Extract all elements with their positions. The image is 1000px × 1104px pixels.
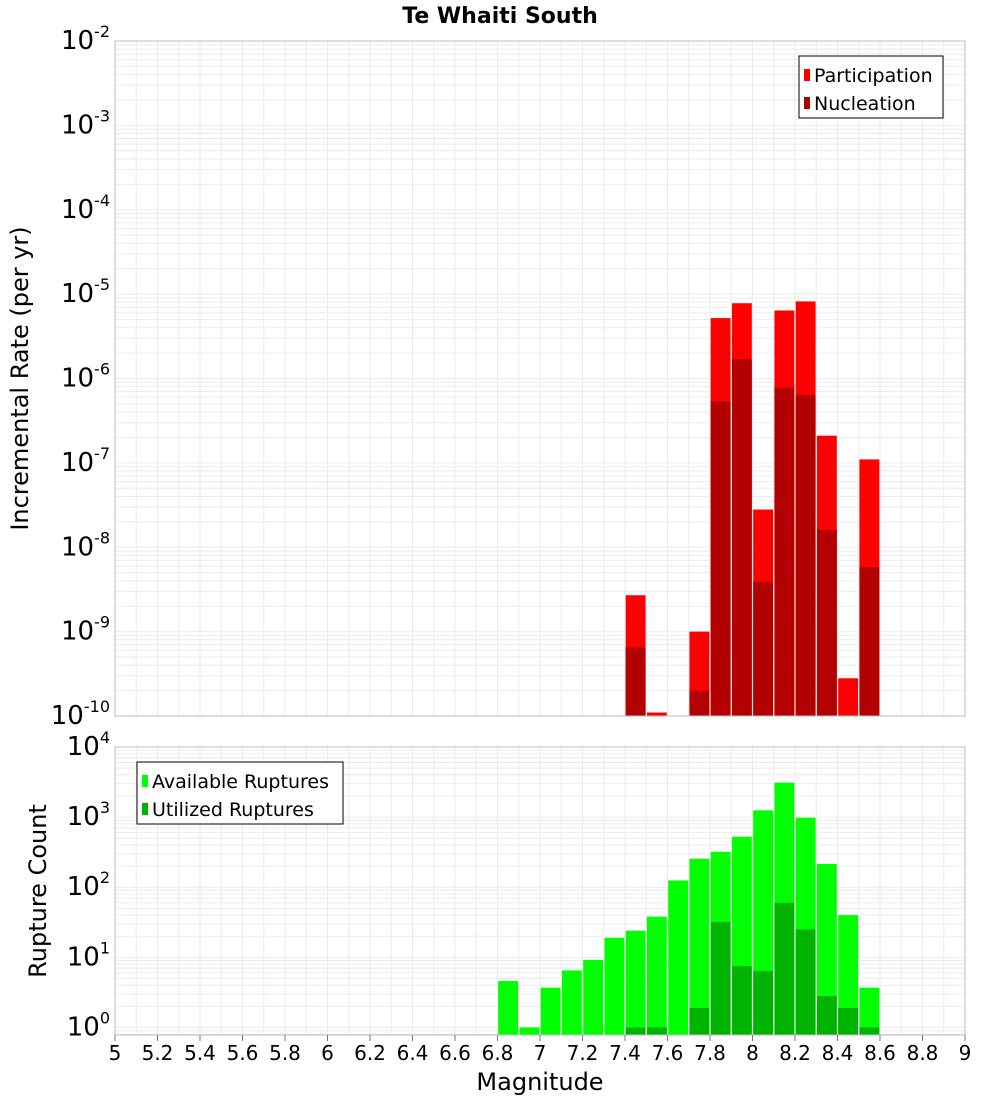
bottom-y-axis-label: Rupture Count — [24, 804, 52, 978]
y-tick-label: 10-4 — [61, 191, 110, 225]
top-bar — [710, 401, 731, 716]
top-bar — [731, 359, 752, 716]
legend-entry: Available Ruptures — [152, 771, 329, 793]
bottom-bar — [816, 863, 837, 1035]
top-bar — [689, 690, 710, 716]
x-tick-label: 5.4 — [184, 1041, 216, 1065]
bottom-y-ticks: 100 101 102 103 104 — [67, 728, 110, 1042]
top-bar — [753, 581, 774, 716]
bottom-bar — [625, 1027, 646, 1035]
legend-entry: Utilized Ruptures — [152, 799, 314, 821]
legend-swatch — [142, 803, 148, 815]
top-bar — [774, 387, 795, 716]
top-bar — [816, 530, 837, 716]
bottom-bar — [731, 966, 752, 1035]
x-tick-label: 7.4 — [609, 1041, 641, 1065]
bottom-bar — [795, 929, 816, 1035]
bottom-bar — [519, 1027, 540, 1035]
y-tick-label: 10-9 — [61, 613, 110, 647]
top-y-axis-label: Incremental Rate (per yr) — [6, 226, 34, 530]
top-grid — [114, 41, 966, 717]
bottom-bar — [753, 970, 774, 1035]
top-frame — [114, 40, 966, 717]
y-tick-label: 10-6 — [61, 360, 110, 394]
x-tick-label: 6.8 — [482, 1041, 514, 1065]
top-bar — [838, 678, 859, 716]
x-tick-label: 8 — [746, 1041, 759, 1065]
bottom-bar — [646, 916, 667, 1035]
x-tick-label: 6.4 — [397, 1041, 429, 1065]
y-tick-label: 10-2 — [61, 22, 110, 56]
x-tick-label: 9 — [959, 1041, 972, 1065]
bottom-bar — [774, 902, 795, 1035]
x-tick-label: 7.2 — [567, 1041, 599, 1065]
bottom-bar — [625, 930, 646, 1035]
bottom-bar — [540, 987, 561, 1035]
x-tick-label: 8.2 — [779, 1041, 811, 1065]
y-tick-label: 10-10 — [51, 697, 110, 731]
x-axis-label: Magnitude — [476, 1068, 603, 1096]
x-tick-label: 5.6 — [227, 1041, 259, 1065]
y-tick-label: 103 — [67, 798, 110, 832]
top-series-1 — [625, 359, 880, 716]
y-tick-label: 10-5 — [61, 275, 110, 309]
bottom-bar — [604, 937, 625, 1035]
x-tick-label: 7.6 — [652, 1041, 684, 1065]
top-bar — [859, 567, 880, 716]
bottom-bar — [583, 959, 604, 1035]
chart-title: Te Whaiti South — [402, 4, 598, 29]
x-tick-label: 7 — [534, 1041, 547, 1065]
bottom-series-1 — [625, 902, 880, 1035]
bottom-bar — [498, 980, 519, 1035]
x-tick-label: 6 — [321, 1041, 334, 1065]
y-tick-label: 104 — [67, 728, 110, 762]
bottom-panel: 100 101 102 103 104 Rupture Count Available Ru… — [24, 728, 971, 1065]
x-tick-label: 8.6 — [864, 1041, 896, 1065]
bottom-bar — [859, 987, 880, 1035]
top-bar — [646, 712, 667, 716]
bottom-bar — [816, 996, 837, 1035]
legend-swatch — [142, 775, 148, 787]
bottom-bar — [838, 915, 859, 1035]
y-tick-label: 101 — [67, 938, 110, 972]
legend-box — [136, 761, 344, 825]
top-bar — [795, 394, 816, 716]
legend-entry: Nucleation — [814, 93, 916, 115]
x-tick-label: 8.8 — [907, 1041, 939, 1065]
top-y-ticks: 10-10 10-9 10-8 10-7 10-6 10-5 10-4 10-3 10-2 — [51, 22, 110, 731]
legend-box — [798, 55, 944, 119]
bottom-bar — [710, 921, 731, 1035]
legend-swatch — [804, 69, 810, 81]
bottom-bar — [859, 1027, 880, 1035]
bottom-bar — [689, 858, 710, 1035]
legend-swatch — [804, 97, 810, 109]
bottom-bar — [668, 880, 689, 1035]
top-legend: Participation Nucleation — [798, 55, 944, 119]
x-tick-label: 5.8 — [269, 1041, 301, 1065]
y-tick-label: 10-8 — [61, 528, 110, 562]
x-tick-label: 7.8 — [694, 1041, 726, 1065]
top-bar — [625, 647, 646, 716]
y-tick-label: 102 — [67, 868, 110, 902]
y-tick-label: 10-7 — [61, 444, 110, 478]
top-panel: 10-10 10-9 10-8 10-7 10-6 10-5 10-4 10-3 10-2 Inc… — [6, 22, 966, 731]
bottom-legend: Available Ruptures Utilized Ruptures — [136, 761, 344, 825]
bottom-bar — [689, 1007, 710, 1035]
x-tick-label: 5 — [109, 1041, 122, 1065]
bottom-bar — [838, 1007, 859, 1035]
x-tick-label: 5.2 — [142, 1041, 174, 1065]
bottom-bar — [646, 1027, 667, 1035]
bottom-bar — [561, 970, 582, 1035]
x-tick-label: 6.6 — [439, 1041, 471, 1065]
x-ticks: 5 5.2 5.4 5.6 5.8 6 6.2 6.4 6.6 6.8 7 7.2 7.4 7.6 7.8 8… — [109, 1035, 972, 1065]
y-tick-label: 100 — [67, 1008, 110, 1042]
x-tick-label: 8.4 — [822, 1041, 854, 1065]
legend-entry: Participation — [814, 65, 933, 87]
x-tick-label: 6.2 — [354, 1041, 386, 1065]
y-tick-label: 10-3 — [61, 106, 110, 140]
